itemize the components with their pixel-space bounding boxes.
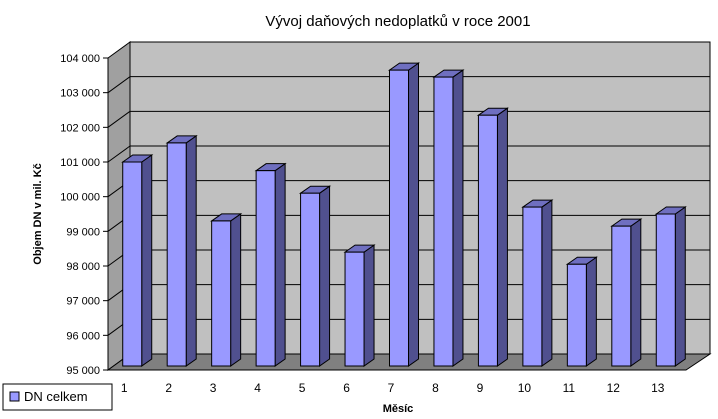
- legend-box: [2, 383, 113, 411]
- bar-front: [433, 76, 454, 367]
- y-tick-label: 104 000: [60, 53, 100, 65]
- bar-side: [230, 212, 242, 367]
- bar: [298, 185, 332, 367]
- legend-swatch: [9, 391, 20, 402]
- bar-front: [655, 213, 676, 367]
- y-tick-label: 102 000: [60, 122, 100, 134]
- x-tick-label: 3: [210, 381, 217, 395]
- x-tick-label: 1: [121, 381, 128, 395]
- bar: [476, 107, 510, 367]
- gridline-side: [107, 145, 131, 163]
- bar-side: [674, 206, 686, 367]
- bar-front: [477, 114, 498, 367]
- bar: [565, 256, 598, 367]
- bar-front: [122, 161, 143, 367]
- x-tick-label: 12: [607, 381, 621, 395]
- y-tick-label: 101 000: [60, 157, 100, 169]
- x-axis-tick-labels: 1 2 3 4 5 6 7 8 9 10 11 12 13: [121, 381, 665, 395]
- bar-side: [630, 218, 642, 367]
- bar-side: [185, 134, 197, 367]
- bar-side: [363, 244, 375, 367]
- bar-front: [566, 263, 587, 367]
- bar-front: [300, 192, 321, 367]
- x-tick-label: 9: [477, 381, 484, 395]
- x-tick-label: 4: [254, 381, 261, 395]
- legend: DN celkem: [2, 383, 113, 411]
- bar: [254, 162, 287, 367]
- x-tick-label: 11: [563, 381, 576, 395]
- y-tick-label: 98 000: [66, 261, 100, 273]
- chart-title: Vývoj daňových nedoplatků v roce 2001: [265, 13, 530, 30]
- gridline-side: [107, 76, 131, 94]
- y-axis-tick-labels: 95 000 96 000 97 000 98 000 99 000 100 000 101…: [60, 53, 100, 377]
- x-axis-label: Měsíc: [383, 403, 414, 415]
- bar-front: [389, 69, 409, 367]
- y-tick-label: 97 000: [66, 296, 100, 308]
- bar-front: [166, 142, 187, 367]
- bar: [432, 69, 465, 367]
- x-tick-label: 13: [651, 381, 665, 395]
- x-tick-label: 6: [343, 381, 350, 395]
- bar: [610, 218, 643, 367]
- bar-side: [496, 107, 508, 367]
- bar-side: [541, 199, 553, 367]
- bar-front: [211, 220, 232, 367]
- bar: [387, 62, 421, 367]
- y-axis-label: Objem DN v mil. Kč: [32, 163, 44, 264]
- bar-front: [611, 225, 632, 367]
- bar-side: [274, 162, 286, 367]
- x-tick-label: 8: [432, 381, 439, 395]
- y-tick-label: 103 000: [60, 88, 100, 100]
- bar-front: [344, 251, 365, 367]
- bar-side: [319, 185, 331, 367]
- bar: [521, 199, 554, 367]
- legend-label: DN celkem: [24, 389, 88, 404]
- x-tick-label: 10: [518, 381, 532, 395]
- bar: [654, 206, 687, 367]
- y-tick-label: 100 000: [60, 192, 100, 204]
- bar-side: [408, 62, 419, 367]
- bar-side: [141, 154, 153, 367]
- bar-front: [255, 170, 276, 367]
- bar: [210, 212, 243, 367]
- x-tick-label: 2: [165, 381, 172, 395]
- bar: [165, 134, 198, 367]
- bar-side: [452, 69, 464, 367]
- bar-front: [522, 206, 543, 367]
- y-tick-label: 95 000: [66, 365, 100, 377]
- bar-side: [585, 256, 597, 367]
- bar: [121, 154, 154, 367]
- y-tick-label: 99 000: [66, 226, 100, 238]
- y-tick-label: 96 000: [66, 330, 100, 342]
- x-tick-label: 7: [388, 381, 395, 395]
- bar: [343, 244, 376, 367]
- bars: [121, 62, 687, 367]
- gridline-side: [107, 110, 131, 128]
- x-tick-label: 5: [299, 381, 306, 395]
